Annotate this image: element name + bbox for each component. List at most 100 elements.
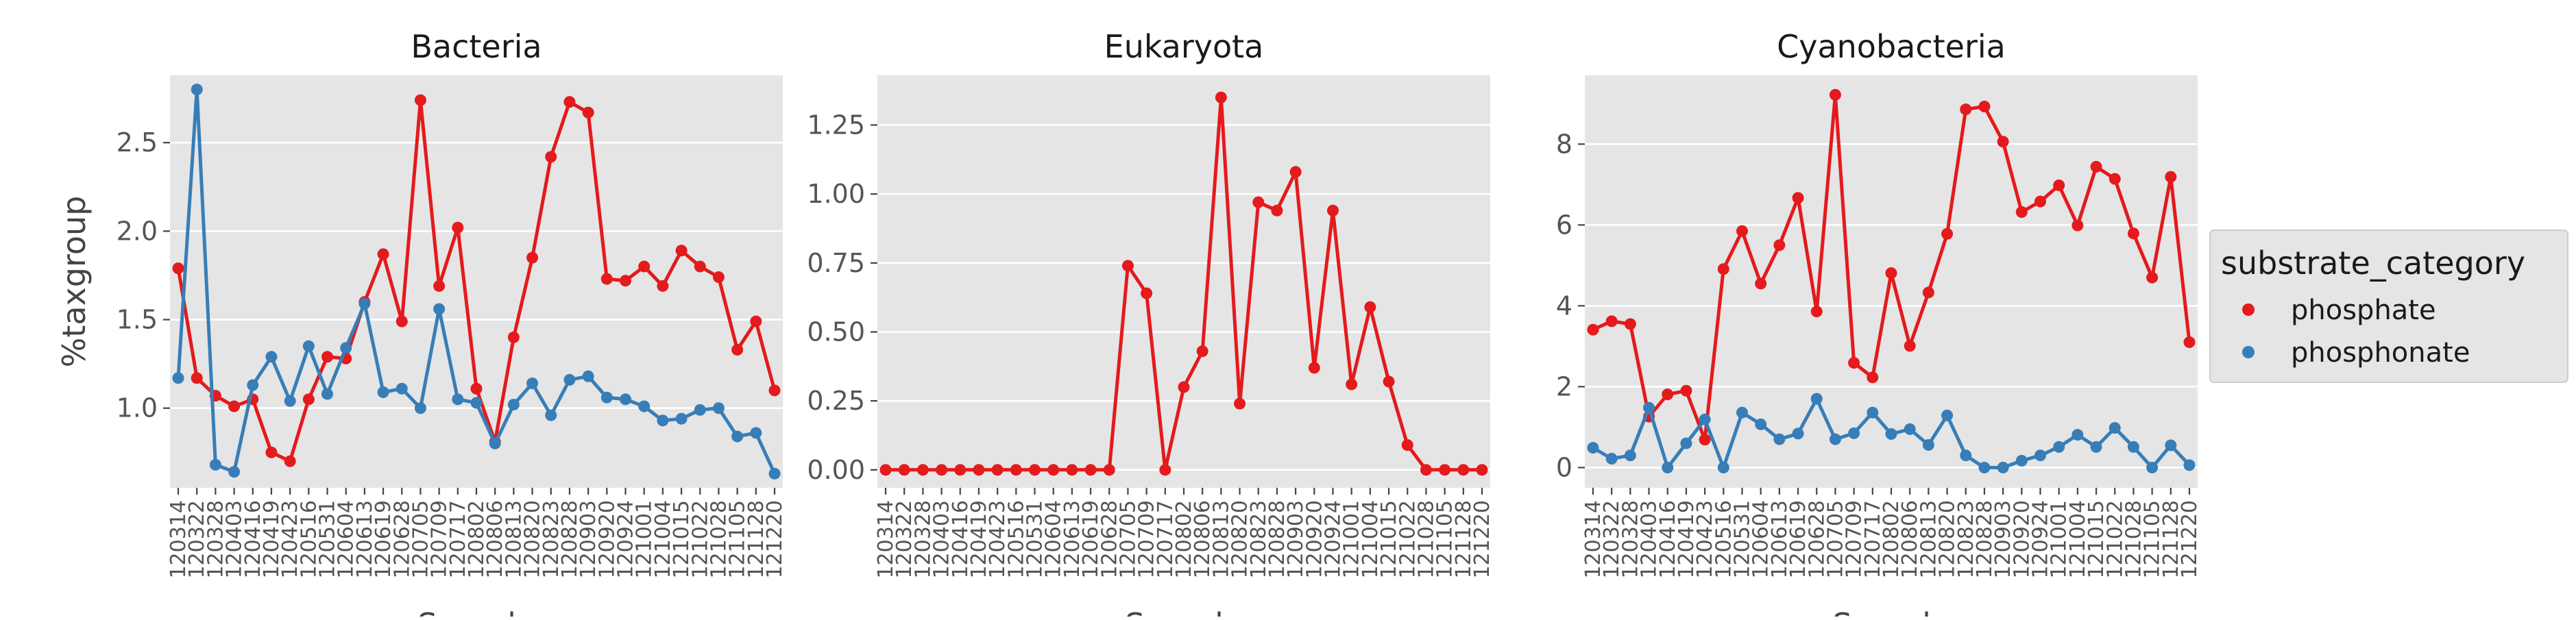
- x-tick-label: 120531: [1731, 500, 1755, 579]
- data-point-phosphate: [1047, 464, 1060, 476]
- data-point-phosphate: [1308, 362, 1320, 374]
- data-point-phosphonate: [209, 458, 221, 471]
- data-point-phosphate: [1346, 378, 1358, 390]
- y-tick-label: 0: [1556, 452, 1572, 482]
- data-point-phosphonate: [1829, 433, 1841, 445]
- x-tick-label: 120813: [1917, 500, 1941, 579]
- x-tick-label: 120806: [483, 500, 507, 579]
- x-tick-label: 120628: [390, 500, 414, 579]
- y-tick-label: 1.5: [117, 305, 158, 335]
- data-point-phosphate: [1327, 204, 1339, 216]
- x-tick-label: 120813: [1209, 500, 1233, 579]
- data-point-phosphate: [1010, 464, 1022, 476]
- x-tick-label: 120705: [1116, 500, 1140, 579]
- x-tick-label: 120709: [1843, 500, 1867, 579]
- data-point-phosphonate: [1867, 406, 1879, 419]
- x-axis-label: Sample: [1832, 606, 1950, 617]
- x-tick-label: 120628: [1805, 500, 1829, 579]
- data-point-phosphate: [675, 245, 688, 257]
- data-point-phosphonate: [452, 393, 464, 406]
- data-point-phosphonate: [1941, 409, 1954, 421]
- x-tick-label: 121105: [1433, 500, 1457, 579]
- data-point-phosphate: [898, 464, 910, 476]
- y-tick-label: 6: [1556, 210, 1572, 240]
- legend-title: substrate_category: [2221, 245, 2525, 282]
- x-tick-label: 120604: [1042, 500, 1066, 579]
- data-point-phosphonate: [247, 379, 259, 391]
- data-point-phosphate: [396, 315, 408, 327]
- data-point-phosphate: [2034, 195, 2046, 208]
- x-tick-label: 120924: [1322, 500, 1346, 579]
- data-point-phosphate: [2015, 206, 2028, 218]
- data-point-phosphate: [2053, 179, 2065, 192]
- data-point-phosphate: [2090, 160, 2102, 173]
- data-point-phosphonate: [1885, 428, 1897, 441]
- x-tick-label: 120920: [595, 500, 619, 579]
- panel-title: Eukaryota: [1104, 28, 1264, 65]
- x-tick-label: 121015: [2085, 500, 2109, 579]
- data-point-phosphate: [1941, 227, 1954, 240]
- x-tick-label: 121128: [1452, 500, 1476, 579]
- data-point-phosphate: [526, 251, 539, 264]
- data-point-phosphonate: [321, 388, 333, 400]
- data-point-phosphonate: [191, 84, 203, 96]
- data-point-phosphate: [1066, 464, 1078, 476]
- data-point-phosphate: [452, 221, 464, 234]
- y-tick-label: 0.00: [807, 455, 865, 485]
- x-tick-label: 120423: [986, 500, 1010, 579]
- x-tick-label: 120613: [1060, 500, 1084, 579]
- x-tick-label: 120328: [911, 500, 935, 579]
- y-tick-label: 8: [1556, 129, 1572, 159]
- x-tick-label: 120705: [1823, 500, 1847, 579]
- x-tick-label: 121220: [763, 500, 787, 579]
- x-tick-label: 120924: [614, 500, 638, 579]
- data-point-phosphonate: [2053, 441, 2065, 453]
- y-tick-label: 1.25: [807, 110, 865, 140]
- x-tick-label: 120903: [1284, 500, 1308, 579]
- x-tick-label: 120920: [2010, 500, 2034, 579]
- x-tick-label: 120920: [1302, 500, 1326, 579]
- data-point-phosphate: [1587, 323, 1599, 336]
- data-point-phosphonate: [1792, 427, 1804, 440]
- data-point-phosphonate: [1643, 401, 1655, 414]
- x-tick-label: 120531: [316, 500, 340, 579]
- data-point-phosphate: [1829, 88, 1841, 101]
- data-point-phosphonate: [600, 391, 613, 404]
- x-tick-label: 121022: [688, 500, 712, 579]
- legend-label-phosphonate: phosphonate: [2291, 337, 2470, 369]
- x-tick-label: 121004: [651, 500, 675, 579]
- legend-label-phosphate: phosphate: [2291, 295, 2436, 326]
- x-tick-label: 120613: [1768, 500, 1792, 579]
- y-tick-label: 2.5: [117, 127, 158, 158]
- data-point-phosphate: [2071, 219, 2084, 232]
- x-tick-label: 120322: [892, 500, 916, 579]
- data-point-phosphate: [321, 351, 333, 363]
- x-tick-label: 121220: [2178, 500, 2202, 579]
- data-point-phosphate: [600, 273, 613, 285]
- data-point-phosphate: [973, 464, 985, 476]
- data-point-phosphonate: [1717, 461, 1729, 473]
- x-tick-label: 120903: [576, 500, 600, 579]
- x-tick-label: 120924: [2029, 500, 2053, 579]
- x-tick-label: 121128: [744, 500, 768, 579]
- x-tick-label: 121004: [2066, 500, 2090, 579]
- data-point-phosphonate: [712, 402, 725, 414]
- data-point-phosphate: [545, 151, 557, 163]
- y-tick-label: 0.50: [807, 317, 865, 347]
- data-point-phosphate: [1773, 239, 1786, 251]
- data-point-phosphonate: [489, 437, 501, 449]
- legend-marker-phosphonate: [2242, 346, 2255, 358]
- x-tick-label: 120628: [1097, 500, 1121, 579]
- data-point-phosphate: [991, 464, 1004, 476]
- x-tick-label: 120820: [521, 500, 545, 579]
- data-point-phosphonate: [1699, 413, 1711, 425]
- x-tick-label: 121001: [2048, 500, 2071, 579]
- data-point-phosphate: [1159, 464, 1171, 476]
- x-tick-label: 120423: [278, 500, 302, 579]
- x-tick-label: 120903: [1991, 500, 2015, 579]
- y-tick-label: 4: [1556, 290, 1572, 321]
- panel-bacteria: 1.01.52.02.51203141203221203281204031204…: [56, 28, 787, 620]
- x-tick-label: 120802: [1172, 500, 1196, 579]
